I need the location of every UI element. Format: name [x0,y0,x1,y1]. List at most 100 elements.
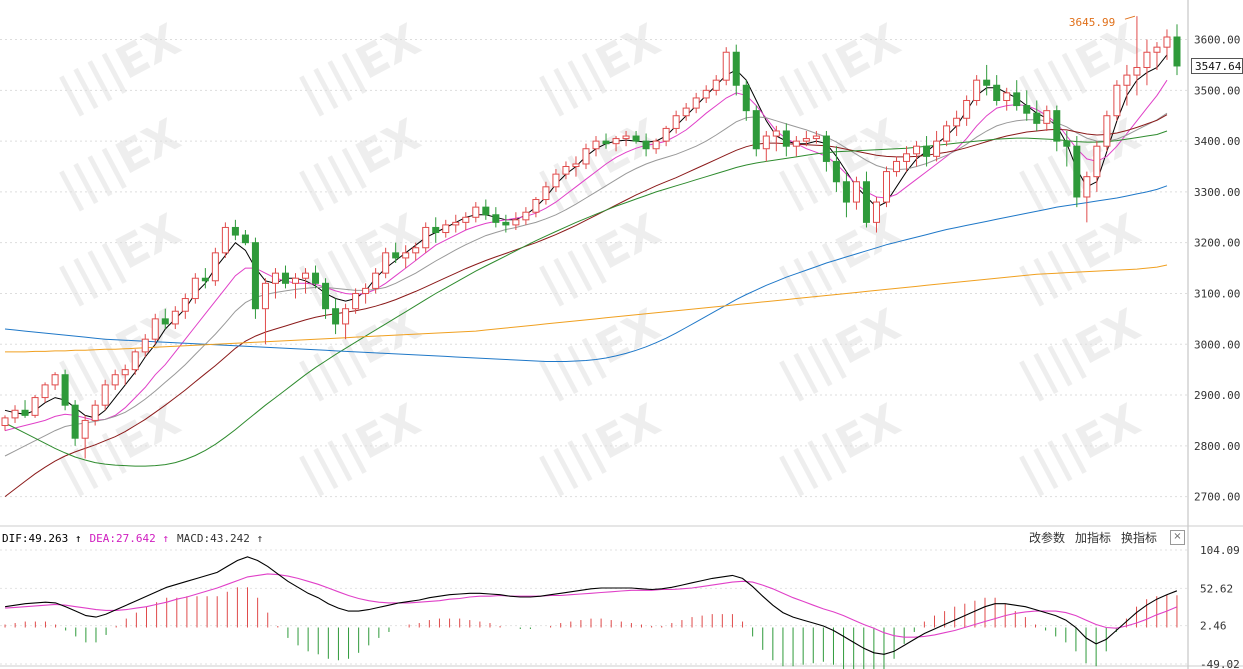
watermark-logo: ||||EX [291,109,428,214]
candle-body [141,338,149,353]
candle-body [1163,36,1171,48]
watermark-logo: ||||EX [771,299,908,404]
candle-body [241,234,249,244]
candle-body [913,145,921,155]
ma-line-3 [4,112,1168,457]
watermark-logo: ||||EX [291,394,428,499]
candle-body [1083,176,1091,198]
watermark-logo: ||||EX [531,394,668,499]
switch-indicator-button[interactable]: 换指标 [1120,531,1157,545]
change-params-button[interactable]: 改参数 [1028,531,1065,545]
candle-body [903,153,911,162]
candle-body [1073,145,1081,198]
candle-body [472,206,480,218]
watermark-logo: ||||EX [291,14,428,119]
candle-body [11,409,19,419]
candle-body [91,404,99,421]
candle-body [1133,66,1141,76]
candle-body [221,226,229,254]
candle-body [702,89,710,99]
candle-body [872,201,880,223]
candle-body [632,135,640,142]
candle-body [271,272,279,284]
candle-body [31,397,39,416]
indicator-toolbar: 改参数 加指标 换指标 [1029,529,1157,546]
macd-tick-label: 52.62 [1200,582,1233,595]
macd-tick-label: 104.09 [1200,544,1240,557]
ma-line-4 [4,114,1168,497]
candle-body [412,247,420,254]
candle-body [392,252,400,259]
candle-body [842,181,850,203]
dea-line [5,573,1178,638]
candle-body [291,277,300,284]
watermark-logo: ||||EX [51,299,188,404]
candle-body [101,384,109,406]
candle-body [1053,110,1061,142]
candle-body [812,135,820,140]
last-price-tag: 3547.64 [1191,58,1243,75]
candle-body [1173,36,1181,67]
candle-body [762,135,770,150]
price-tick-label: 3300.00 [1194,186,1240,199]
candle-body [1113,84,1121,117]
candle-body [1,417,9,427]
candle-body [342,308,350,325]
candle-body [612,138,620,145]
candle-body [251,242,259,310]
watermark-logo: ||||EX [531,14,668,119]
watermark-logo: ||||EX [51,14,188,119]
watermark-logo: ||||EX [1011,394,1148,499]
close-indicator-button[interactable]: × [1170,530,1185,545]
price-tick-label: 3100.00 [1194,287,1240,300]
macd-tick-label: 2.46 [1200,620,1227,633]
candle-body [1153,46,1161,53]
candle-body [602,140,610,145]
candle-body [822,135,830,162]
candle-body [832,160,840,183]
price-tick-label: 3600.00 [1194,34,1240,47]
candle-body [41,384,49,399]
candle-body [442,224,450,234]
candle-body [1023,105,1031,114]
candle-body [121,369,129,376]
candle-body [672,115,680,129]
candle-body [562,166,570,175]
watermark-logo: ||||EX [51,109,188,214]
candle-body [231,226,239,236]
candle-body [742,84,750,112]
watermark-logo: ||||EX [1011,299,1148,404]
candle-body [782,130,790,147]
candle-body [943,125,951,142]
candle-body [542,186,550,201]
candle-body [191,277,199,300]
candle-body [482,206,490,216]
candle-body [893,160,901,173]
watermark-logo: ||||EX [531,299,668,404]
candle-body [302,272,310,279]
candle-body [622,135,630,140]
dif-legend: DIF:49.263 ↑ [2,531,82,545]
candle-body [171,310,179,325]
candle-body [1143,51,1151,68]
candle-body [402,252,410,259]
candle-body [352,292,360,310]
candle-body [131,351,139,371]
add-indicator-button[interactable]: 加指标 [1074,531,1111,545]
candle-body [61,374,69,406]
candle-body [1093,145,1101,178]
candle-body [662,127,670,142]
candle-body [492,214,500,223]
watermark-logo: ||||EX [531,109,668,214]
macd-legend: DIF:49.263 ↑ DEA:27.642 ↑ MACD:43.242 ↑ [2,530,263,546]
ma-line-5 [4,130,1168,467]
candle-body [532,199,540,213]
candle-body [81,419,89,439]
candle-body [151,318,159,340]
candle-body [652,140,660,150]
candle-body [642,140,650,150]
price-tick-label: 2900.00 [1194,389,1240,402]
candle-body [372,272,380,289]
candle-body [382,252,390,274]
